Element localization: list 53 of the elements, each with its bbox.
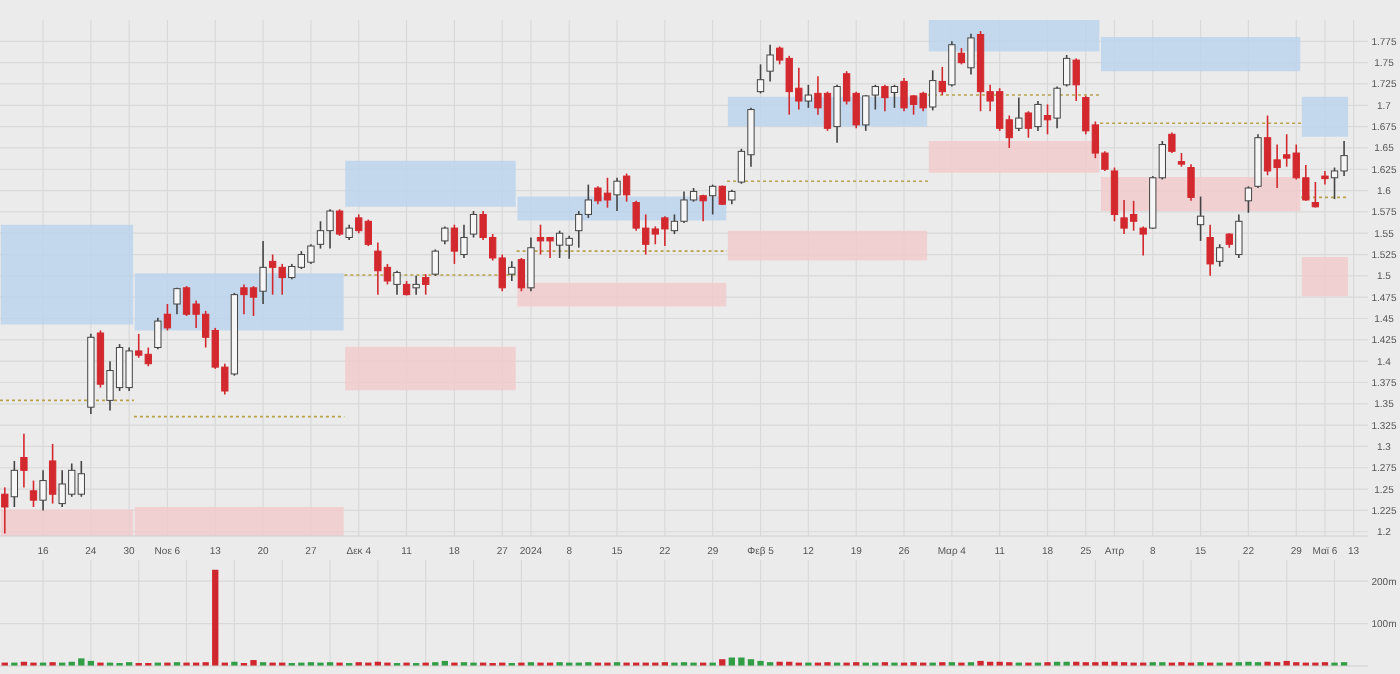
candlestick: [804, 84, 813, 109]
candlestick: [938, 66, 946, 96]
candlestick: [1139, 225, 1147, 257]
candlestick: [967, 32, 975, 76]
candlestick: [1206, 223, 1214, 277]
candlestick: [890, 84, 899, 109]
candlestick: [1043, 103, 1052, 136]
candlestick: [259, 240, 267, 305]
candlestick: [20, 432, 28, 489]
candlestick: [1110, 166, 1119, 223]
candlestick: [422, 273, 430, 296]
candlestick: [1034, 100, 1042, 132]
candlestick: [833, 84, 841, 144]
candlestick: [1053, 85, 1061, 130]
candlestick: [1244, 185, 1253, 214]
candlestick: [154, 316, 162, 351]
candlestick: [412, 275, 420, 296]
candlestick: [1216, 243, 1224, 268]
candlestick: [29, 479, 38, 508]
candlestick: [508, 260, 516, 282]
candlestick: [613, 176, 621, 212]
candlestick: [517, 257, 526, 293]
candlestick: [469, 210, 478, 239]
candlestick: [881, 84, 889, 113]
candlestick: [335, 208, 344, 237]
candlestick: [450, 223, 459, 265]
candlestick: [527, 236, 535, 293]
candlestick: [699, 194, 707, 223]
candlestick: [1235, 213, 1243, 259]
candlestick: [948, 40, 956, 88]
candlestick: [766, 43, 774, 83]
candlestick: [431, 248, 439, 277]
candlestick: [10, 460, 19, 508]
candlestick: [1063, 54, 1071, 88]
candlestick: [622, 172, 631, 203]
candlestick: [756, 63, 765, 95]
candlestick: [1187, 163, 1195, 202]
candlestick: [393, 269, 401, 296]
candlestick: [48, 443, 57, 505]
candlestick: [1321, 170, 1329, 186]
candlestick: [1311, 181, 1320, 209]
candlestick: [1015, 96, 1023, 132]
candlestick: [929, 69, 937, 112]
candlestick: [1196, 195, 1205, 242]
candlestick: [1072, 57, 1080, 102]
candlestick: [1, 486, 9, 535]
candlestick: [163, 303, 172, 332]
candlestick: [1168, 131, 1176, 154]
candlestick: [460, 223, 468, 259]
candlestick: [709, 183, 717, 216]
candlestick: [1024, 110, 1033, 139]
candlestick: [39, 469, 47, 512]
candlestick: [173, 287, 181, 316]
